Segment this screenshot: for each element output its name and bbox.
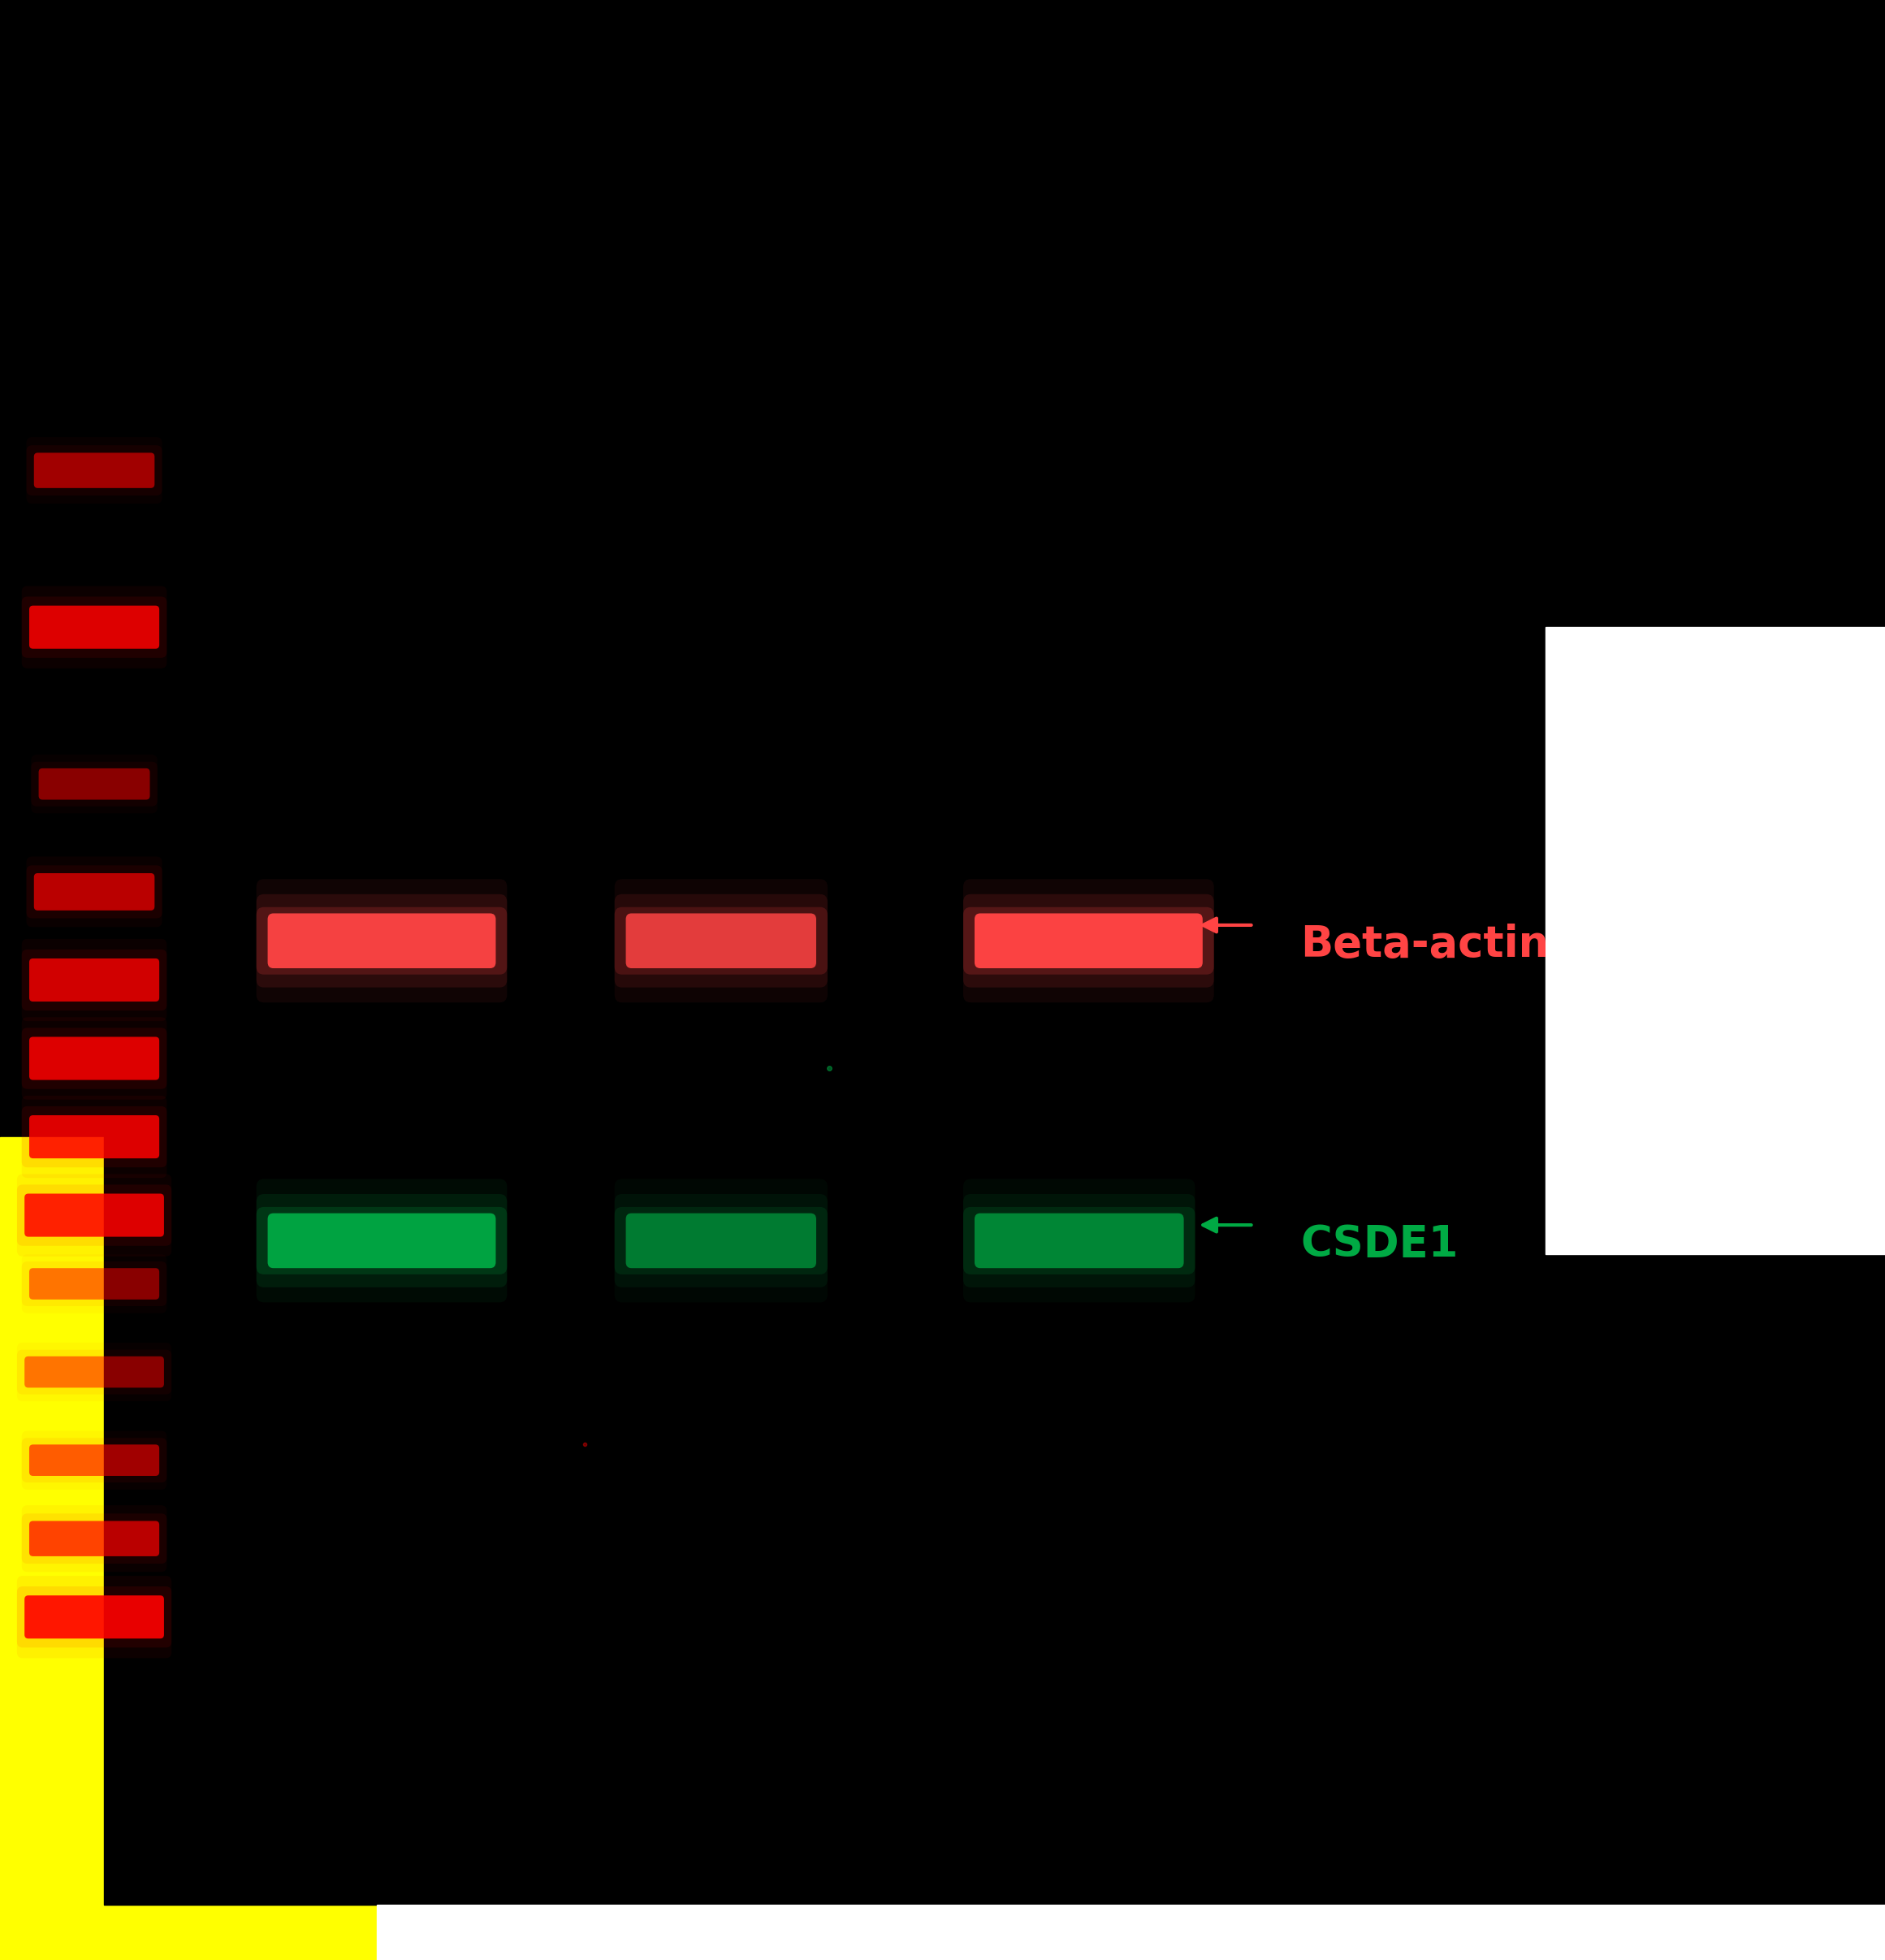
FancyBboxPatch shape [17, 1174, 172, 1256]
FancyBboxPatch shape [23, 1027, 166, 1090]
FancyBboxPatch shape [28, 1521, 158, 1556]
FancyBboxPatch shape [28, 606, 158, 649]
FancyBboxPatch shape [28, 1115, 158, 1158]
FancyBboxPatch shape [28, 1445, 158, 1476]
FancyBboxPatch shape [25, 1194, 164, 1237]
FancyBboxPatch shape [23, 1017, 166, 1100]
FancyBboxPatch shape [963, 1207, 1195, 1274]
FancyBboxPatch shape [615, 878, 828, 1002]
FancyBboxPatch shape [256, 1207, 507, 1274]
FancyBboxPatch shape [28, 958, 158, 1002]
FancyBboxPatch shape [28, 1037, 158, 1080]
FancyBboxPatch shape [23, 949, 166, 1011]
FancyBboxPatch shape [626, 913, 816, 968]
Bar [0, 1137, 104, 1960]
FancyBboxPatch shape [615, 1194, 828, 1288]
FancyBboxPatch shape [268, 913, 496, 968]
FancyBboxPatch shape [25, 1356, 164, 1388]
FancyBboxPatch shape [615, 1207, 828, 1274]
FancyBboxPatch shape [17, 1586, 172, 1648]
FancyBboxPatch shape [615, 894, 828, 988]
Bar [377, 1905, 1885, 1960]
FancyBboxPatch shape [23, 1513, 166, 1564]
Text: Beta-actin: Beta-actin [1301, 923, 1549, 966]
FancyBboxPatch shape [23, 1262, 166, 1305]
FancyBboxPatch shape [963, 1180, 1195, 1301]
FancyBboxPatch shape [34, 453, 155, 488]
FancyBboxPatch shape [23, 586, 166, 668]
FancyBboxPatch shape [17, 1184, 172, 1247]
FancyBboxPatch shape [975, 913, 1203, 968]
FancyBboxPatch shape [34, 874, 155, 909]
FancyBboxPatch shape [25, 1595, 164, 1639]
FancyBboxPatch shape [17, 1576, 172, 1658]
Bar [0, 1905, 1885, 1960]
FancyBboxPatch shape [963, 894, 1214, 988]
FancyBboxPatch shape [256, 1180, 507, 1301]
FancyBboxPatch shape [615, 907, 828, 974]
Bar [1546, 627, 1885, 1254]
FancyBboxPatch shape [26, 866, 162, 917]
FancyBboxPatch shape [23, 1096, 166, 1178]
FancyBboxPatch shape [963, 1194, 1195, 1288]
FancyBboxPatch shape [23, 1105, 166, 1168]
FancyBboxPatch shape [256, 907, 507, 974]
FancyBboxPatch shape [268, 1213, 496, 1268]
FancyBboxPatch shape [626, 1213, 816, 1268]
FancyBboxPatch shape [23, 596, 166, 659]
Text: CSDE1: CSDE1 [1301, 1223, 1459, 1266]
FancyBboxPatch shape [26, 445, 162, 496]
FancyBboxPatch shape [256, 894, 507, 988]
FancyBboxPatch shape [28, 1268, 158, 1299]
FancyBboxPatch shape [17, 1350, 172, 1394]
FancyBboxPatch shape [23, 1439, 166, 1482]
FancyBboxPatch shape [975, 1213, 1184, 1268]
FancyBboxPatch shape [963, 907, 1214, 974]
FancyBboxPatch shape [963, 878, 1214, 1002]
FancyBboxPatch shape [30, 762, 156, 806]
FancyBboxPatch shape [256, 1194, 507, 1288]
FancyBboxPatch shape [38, 768, 149, 800]
FancyBboxPatch shape [256, 878, 507, 1002]
